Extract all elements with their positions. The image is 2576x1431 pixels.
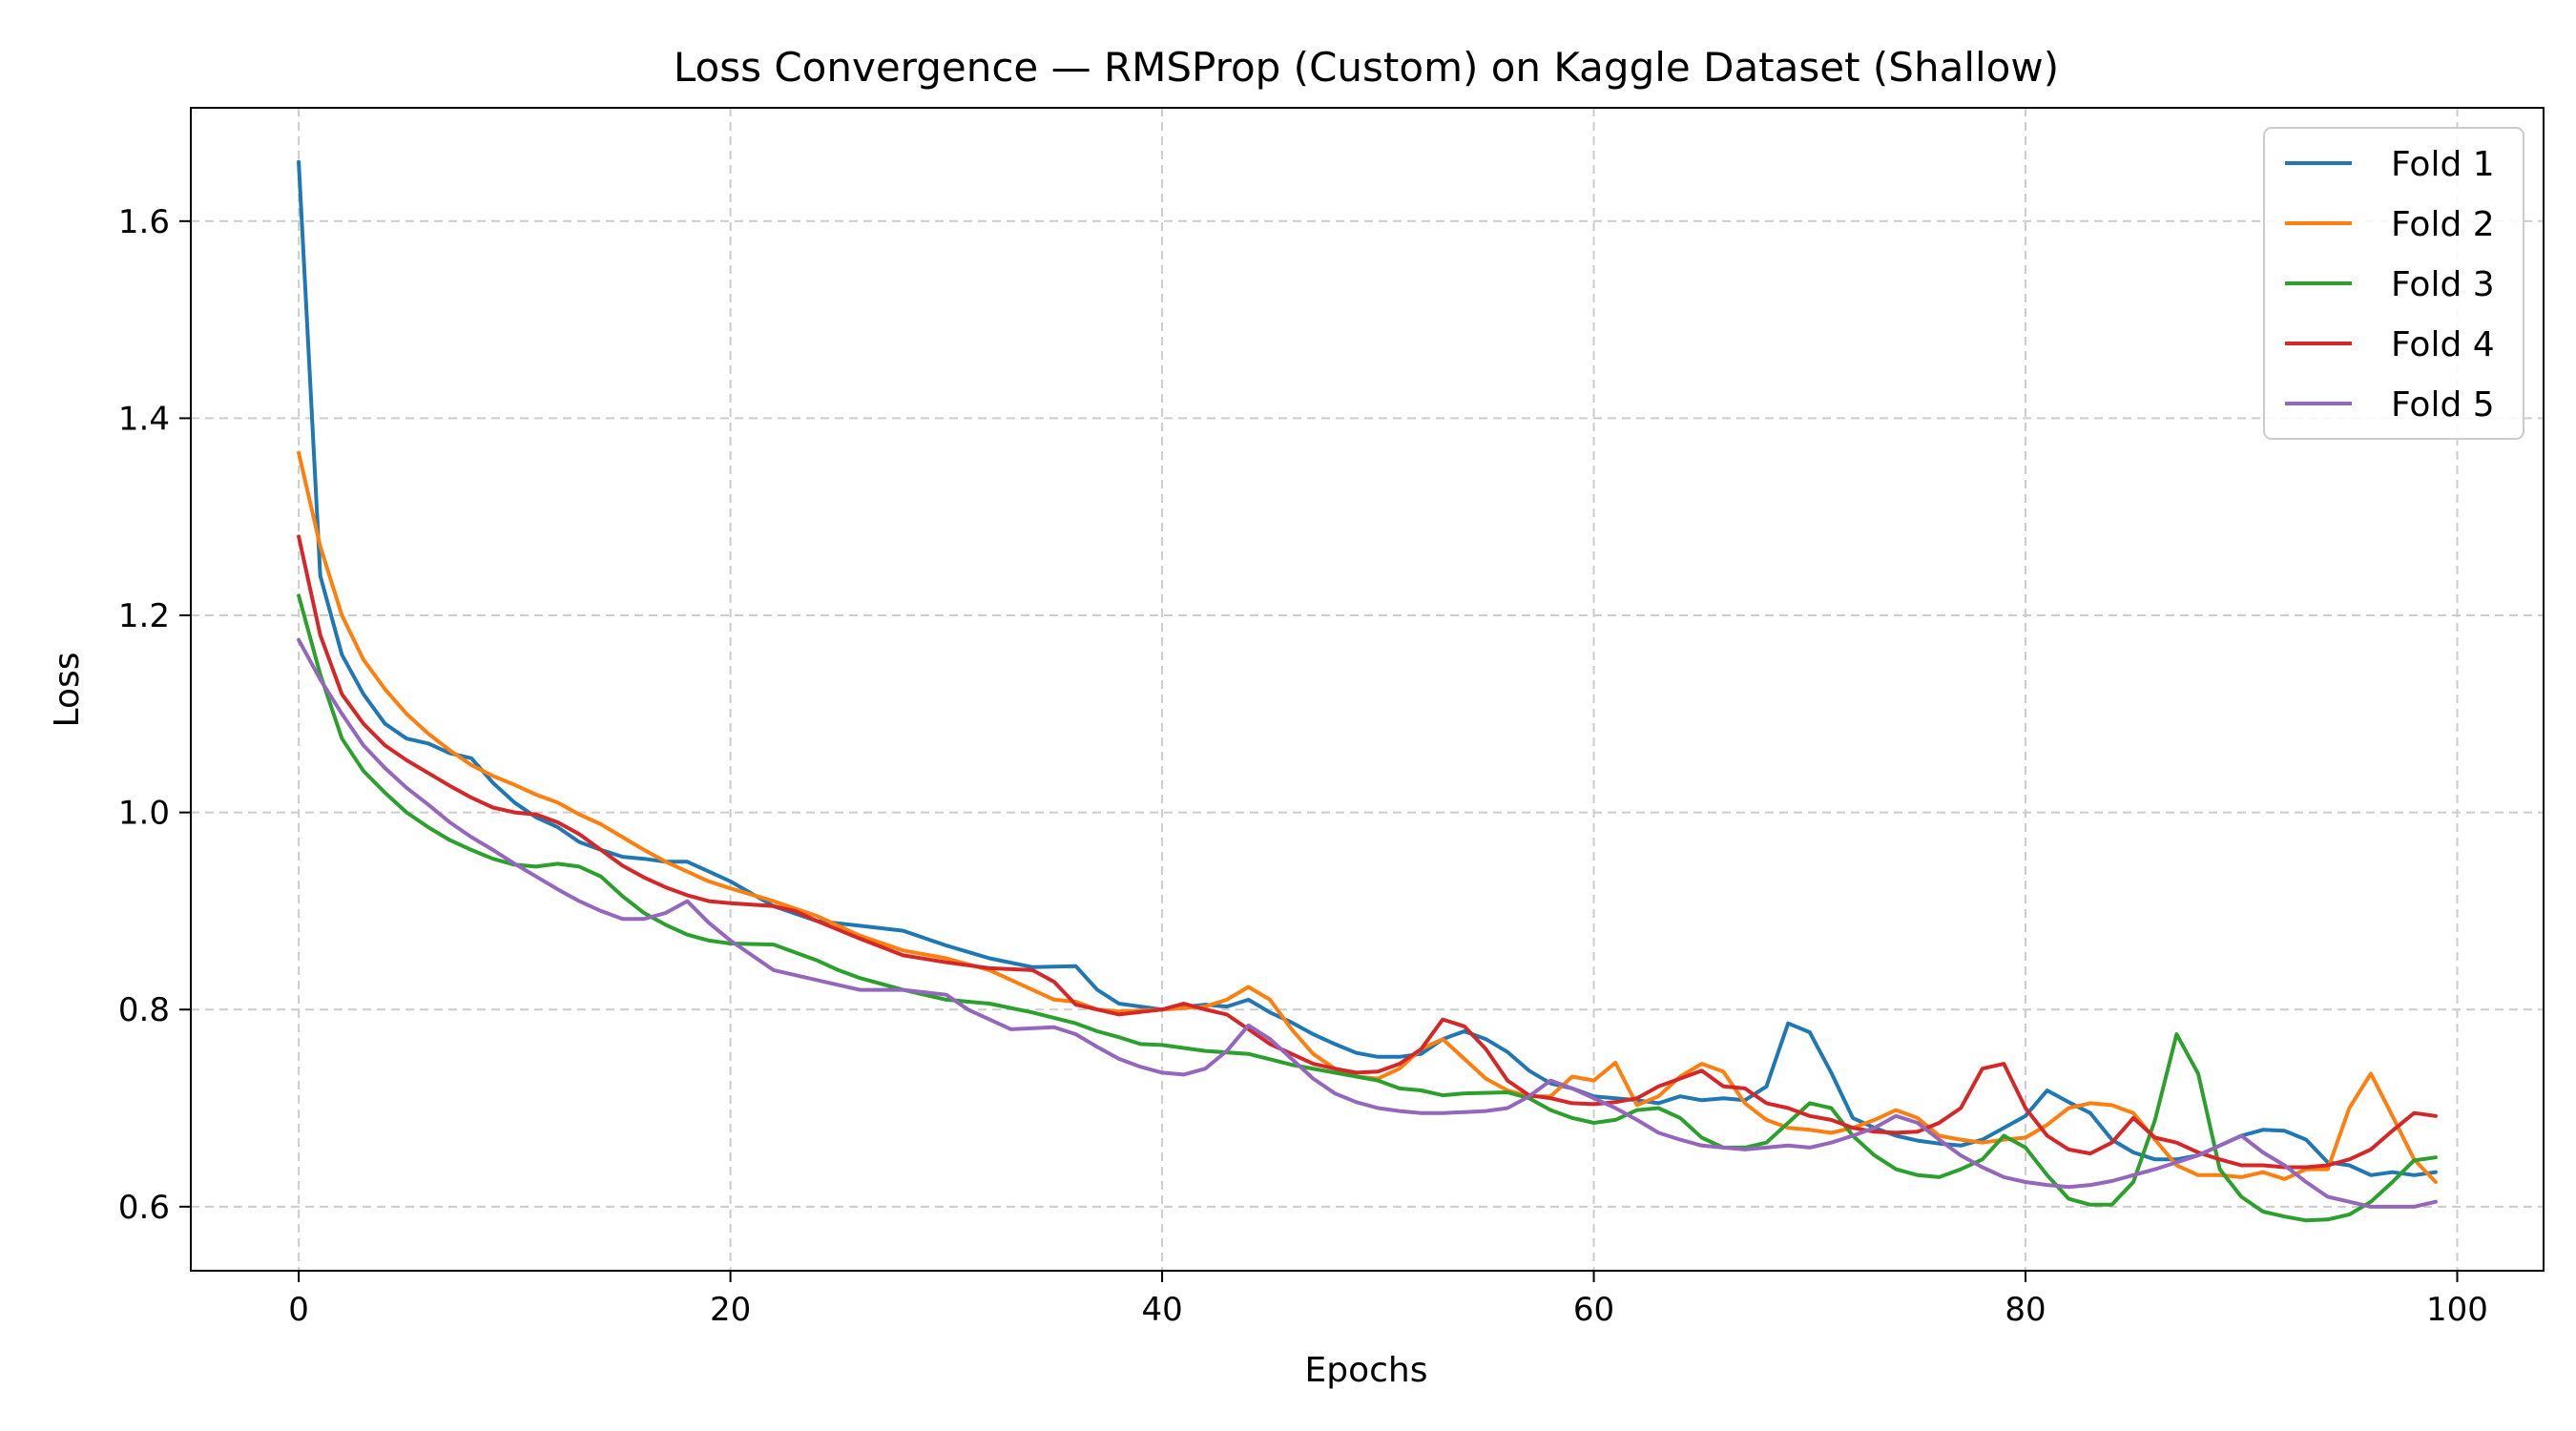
legend-label-fold-5: Fold 5 bbox=[2391, 385, 2495, 425]
x-axis-label: Epochs bbox=[1305, 1351, 1428, 1390]
y-tick-label: 1.2 bbox=[118, 597, 170, 635]
series-line-fold-2 bbox=[297, 450, 2438, 1184]
series-line-fold-5 bbox=[297, 637, 2438, 1209]
series-line-fold-3 bbox=[297, 593, 2438, 1223]
grid bbox=[191, 108, 2544, 1271]
legend-label-fold-1: Fold 1 bbox=[2391, 145, 2495, 184]
y-tick-label: 0.6 bbox=[118, 1189, 170, 1227]
series-line-fold-4 bbox=[297, 534, 2438, 1170]
x-tick-label: 80 bbox=[2005, 1291, 2046, 1329]
legend: Fold 1 Fold 2 Fold 3 Fold 4 Fold 5 bbox=[2263, 127, 2524, 440]
x-tick-label: 20 bbox=[710, 1291, 751, 1329]
x-tick-label: 100 bbox=[2426, 1291, 2488, 1329]
chart-title: Loss Convergence — RMSProp (Custom) on K… bbox=[674, 44, 2059, 91]
y-tick-label: 0.8 bbox=[118, 991, 170, 1029]
legend-label-fold-2: Fold 2 bbox=[2391, 205, 2495, 244]
legend-label-fold-3: Fold 3 bbox=[2391, 265, 2495, 304]
y-tick-label: 1.0 bbox=[118, 795, 170, 833]
series-lines bbox=[297, 159, 2438, 1223]
plot-frame bbox=[190, 107, 2545, 1272]
legend-box bbox=[2263, 127, 2524, 440]
x-tick-label: 60 bbox=[1573, 1291, 1614, 1329]
y-tick-label: 1.4 bbox=[118, 400, 170, 438]
legend-label-fold-4: Fold 4 bbox=[2391, 325, 2495, 364]
axis-ticks: 0 20 40 60 80 100 0.6 0.8 1.0 1.2 1.4 1.6 bbox=[118, 203, 2488, 1329]
y-tick-label: 1.6 bbox=[118, 203, 170, 241]
x-tick-label: 0 bbox=[288, 1291, 309, 1329]
y-axis-label: Loss bbox=[48, 653, 87, 728]
x-tick-label: 40 bbox=[1141, 1291, 1182, 1329]
